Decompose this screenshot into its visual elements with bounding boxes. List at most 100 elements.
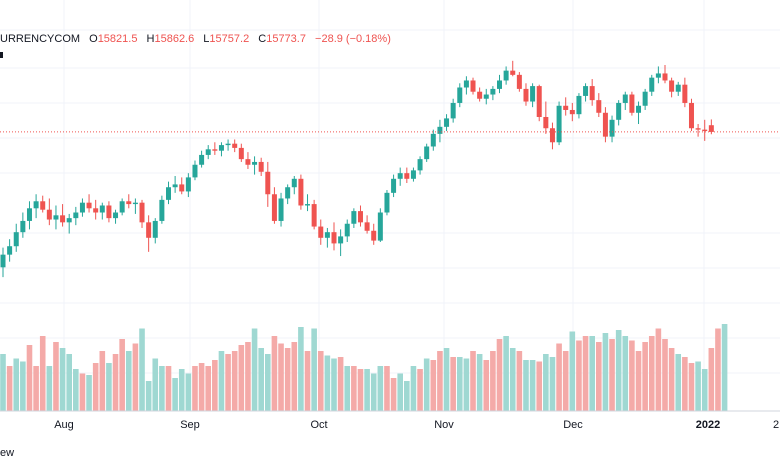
volume-bar: [159, 366, 165, 411]
candle-body: [311, 204, 317, 227]
candle-body: [583, 86, 589, 96]
candle-body: [576, 95, 582, 115]
candle-body: [510, 70, 516, 75]
volume-bar: [635, 351, 642, 411]
volume-bar: [437, 351, 443, 411]
candle: [79, 198, 85, 217]
candle: [510, 60, 516, 77]
volume-bar: [576, 340, 582, 411]
chart-grid: [0, 0, 780, 411]
volume-bar: [304, 351, 311, 411]
candle-body: [695, 128, 701, 130]
candle: [682, 77, 688, 108]
candle-body: [417, 159, 423, 171]
candle: [126, 194, 132, 209]
candle-body: [7, 246, 13, 255]
volume-bar: [145, 381, 152, 411]
volume-bar: [615, 330, 622, 411]
candle: [285, 184, 291, 205]
candle-body: [622, 94, 628, 103]
candle-body: [265, 171, 271, 195]
candle: [523, 83, 529, 106]
candle: [185, 173, 191, 198]
candle: [662, 65, 668, 84]
volume-bar: [311, 328, 317, 411]
candle-body: [185, 177, 191, 192]
volume-bar: [317, 351, 324, 411]
volume-bar: [258, 348, 264, 411]
candle: [516, 72, 522, 92]
candle-body: [424, 146, 430, 160]
candle-body: [377, 212, 383, 241]
candle-body: [708, 125, 714, 132]
candle-body: [450, 102, 456, 119]
candle-body: [483, 94, 489, 99]
volume-bar: [185, 373, 192, 411]
volume-bar: [370, 373, 377, 411]
candle-body: [20, 220, 26, 233]
volume-bar: [119, 339, 125, 411]
candle-body: [13, 232, 19, 247]
candle-body: [79, 202, 85, 213]
candle-body: [179, 184, 185, 192]
candle: [410, 167, 416, 182]
candle: [417, 156, 423, 175]
candle: [146, 215, 152, 252]
x-axis-labels: Aug Sep Oct Nov Dec 2022 2: [54, 419, 779, 431]
volume-bar: [589, 336, 595, 411]
candle-body: [609, 119, 615, 137]
candle-body: [636, 105, 642, 113]
candle-body: [166, 187, 171, 200]
close-label: C: [258, 33, 267, 45]
candle-body: [298, 178, 304, 206]
volume-bar: [251, 328, 258, 411]
candle-body: [556, 105, 562, 143]
candle-body: [232, 143, 238, 148]
volume-bar: [26, 345, 33, 411]
volume-bar: [298, 327, 304, 411]
candle: [536, 84, 542, 122]
volume-bar: [682, 357, 688, 411]
volume-bar: [602, 333, 609, 411]
volume-bar: [66, 354, 72, 411]
volume-bar: [344, 366, 351, 411]
candle-body: [152, 220, 158, 238]
candle: [463, 76, 469, 95]
candle-body: [642, 91, 648, 106]
candle-body: [549, 128, 555, 143]
volume-bar: [59, 348, 66, 411]
candle-body: [662, 73, 668, 81]
volume-bar: [291, 342, 298, 411]
candle: [218, 142, 224, 157]
volume-bar: [622, 336, 629, 411]
candle-body: [371, 230, 377, 241]
candle: [563, 97, 569, 116]
candle-body: [702, 129, 708, 132]
volume-bar: [377, 366, 384, 411]
candle: [583, 83, 589, 102]
candle-body: [99, 205, 105, 213]
candle: [589, 79, 595, 106]
brand-text[interactable]: ew: [0, 447, 15, 459]
candle: [311, 199, 317, 230]
volume-bar: [218, 351, 225, 411]
candle-body: [212, 149, 218, 151]
candle-body: [73, 212, 79, 219]
volume-bar: [231, 351, 238, 411]
candle: [66, 213, 72, 234]
candle-body: [629, 94, 635, 113]
candle: [483, 88, 489, 105]
symbol-name[interactable]: URRENCYCOM: [0, 33, 81, 45]
volume-bar: [695, 361, 701, 411]
candle: [252, 156, 258, 175]
volume-bar: [503, 336, 509, 411]
candle-body: [351, 211, 357, 224]
volume-bar: [390, 378, 397, 411]
volume-bar: [278, 343, 284, 411]
close-value: 15773.7: [266, 33, 306, 45]
volume-bar: [46, 366, 53, 411]
volume-bar: [536, 361, 543, 411]
candle: [33, 194, 39, 219]
